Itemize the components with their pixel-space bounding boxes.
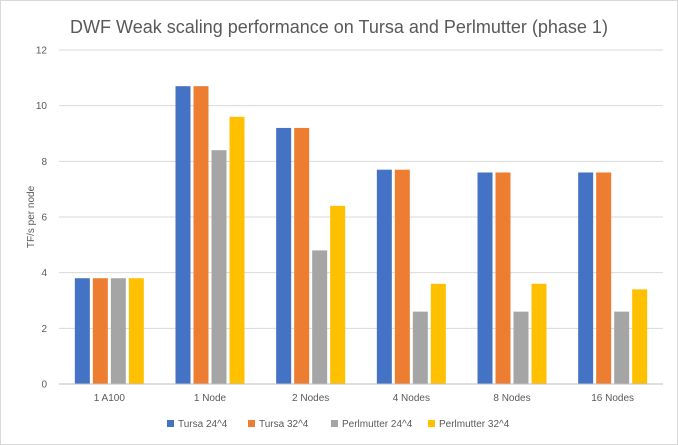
y-tick-label: 0 — [41, 380, 47, 391]
x-axis-ticks: 1 A100 1 Node 2 Nodes 4 Nodes 8 Nodes 16 Node… — [94, 393, 634, 404]
bar — [614, 311, 630, 384]
legend-swatch — [428, 420, 435, 427]
bar — [412, 311, 428, 384]
bar — [92, 278, 108, 384]
bar — [193, 86, 209, 384]
y-tick-label: 8 — [41, 157, 47, 168]
gridlines — [59, 49, 663, 329]
bar — [110, 278, 126, 384]
x-tick-label: 8 Nodes — [493, 393, 530, 404]
bar — [495, 172, 511, 384]
bar — [175, 86, 191, 384]
x-tick-label: 16 Nodes — [591, 393, 634, 404]
y-tick-label: 2 — [41, 324, 47, 335]
bar — [128, 278, 144, 384]
y-tick-label: 10 — [36, 101, 48, 112]
y-axis-ticks: 0 2 4 6 8 10 12 — [36, 46, 48, 391]
bar — [596, 172, 612, 384]
bar — [531, 283, 547, 384]
chart-title: DWF Weak scaling performance on Tursa an… — [70, 17, 608, 37]
bars — [74, 86, 648, 385]
legend: Tursa 24^4 Tursa 32^4 Perlmutter 24^4 Perlm… — [167, 419, 510, 430]
legend-label: Perlmutter 24^4 — [342, 419, 413, 430]
y-tick-label: 12 — [36, 46, 48, 57]
bar — [578, 172, 594, 384]
bar — [312, 250, 328, 384]
bar — [394, 169, 410, 384]
bar — [294, 127, 310, 384]
bar — [513, 311, 529, 384]
bar — [276, 127, 292, 384]
legend-label: Perlmutter 32^4 — [439, 419, 510, 430]
legend-swatch — [331, 420, 338, 427]
bar — [632, 289, 648, 384]
bar — [376, 169, 392, 384]
x-tick-label: 1 Node — [194, 393, 227, 404]
x-tick-label: 1 A100 — [94, 393, 126, 404]
legend-swatch — [167, 420, 174, 427]
y-tick-label: 6 — [41, 213, 47, 224]
x-tick-label: 2 Nodes — [292, 393, 329, 404]
y-tick-label: 4 — [41, 268, 47, 279]
legend-swatch — [248, 420, 255, 427]
bar — [211, 150, 227, 384]
x-tick-label: 4 Nodes — [393, 393, 430, 404]
bar — [229, 116, 245, 385]
bar — [430, 283, 446, 384]
bar — [74, 278, 90, 384]
legend-label: Tursa 24^4 — [178, 419, 228, 430]
y-axis-title: TF/s per node — [26, 185, 37, 248]
bar — [477, 172, 493, 384]
bar — [330, 205, 346, 384]
legend-label: Tursa 32^4 — [259, 419, 309, 430]
